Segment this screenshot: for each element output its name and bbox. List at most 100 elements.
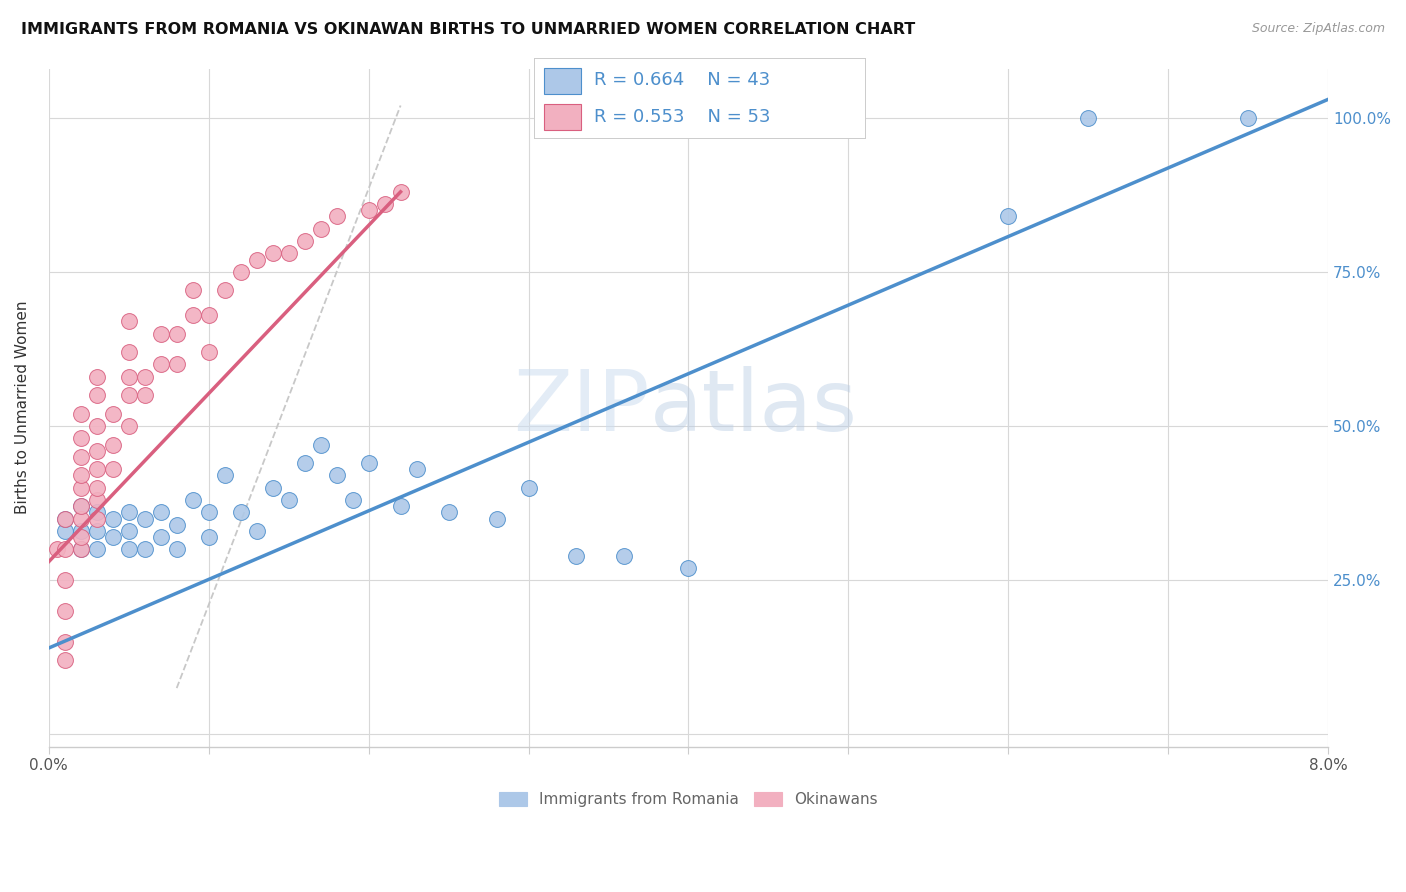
Text: IMMIGRANTS FROM ROMANIA VS OKINAWAN BIRTHS TO UNMARRIED WOMEN CORRELATION CHART: IMMIGRANTS FROM ROMANIA VS OKINAWAN BIRT… [21, 22, 915, 37]
Point [997, 210, 1019, 224]
Point [214, 468, 236, 483]
Point [69, 530, 91, 544]
Point [181, 308, 204, 322]
Point [166, 542, 188, 557]
Point [86, 462, 108, 476]
Point [374, 197, 396, 211]
Text: R = 0.553    N = 53: R = 0.553 N = 53 [593, 108, 770, 126]
Point [342, 493, 364, 508]
Point [69, 481, 91, 495]
Point [405, 462, 427, 476]
Point [181, 284, 204, 298]
FancyBboxPatch shape [544, 103, 581, 130]
Point [197, 345, 219, 359]
Point [294, 456, 316, 470]
Point [53, 653, 76, 667]
Point [118, 314, 141, 328]
Point [357, 203, 380, 218]
Point [69, 450, 91, 464]
Point [678, 561, 700, 575]
Point [149, 358, 172, 372]
Point [197, 530, 219, 544]
Point [166, 326, 188, 341]
Point [389, 500, 412, 514]
Point [149, 530, 172, 544]
Point [229, 505, 252, 519]
Point [86, 511, 108, 525]
Point [118, 369, 141, 384]
Point [101, 407, 124, 421]
Point [118, 388, 141, 402]
Point [53, 511, 76, 525]
Point [101, 437, 124, 451]
Point [485, 511, 508, 525]
Point [69, 542, 91, 557]
Point [45, 542, 67, 557]
Point [149, 505, 172, 519]
Point [69, 524, 91, 538]
Point [134, 388, 156, 402]
Point [53, 573, 76, 587]
Point [101, 530, 124, 544]
Point [294, 234, 316, 248]
Text: R = 0.664    N = 43: R = 0.664 N = 43 [593, 71, 770, 89]
Point [69, 431, 91, 445]
Point [309, 222, 332, 236]
Point [1077, 111, 1099, 125]
Point [53, 635, 76, 649]
FancyBboxPatch shape [544, 68, 581, 95]
Point [437, 505, 460, 519]
Point [86, 493, 108, 508]
Point [309, 437, 332, 451]
Point [69, 407, 91, 421]
Text: atlas: atlas [650, 366, 858, 449]
Point [134, 542, 156, 557]
Point [69, 500, 91, 514]
Point [277, 246, 299, 260]
Point [1237, 111, 1260, 125]
Point [86, 369, 108, 384]
Point [166, 358, 188, 372]
Point [325, 468, 347, 483]
Point [565, 549, 588, 563]
Point [246, 524, 269, 538]
Point [118, 505, 141, 519]
Point [86, 524, 108, 538]
Point [118, 524, 141, 538]
Point [166, 517, 188, 532]
Point [181, 493, 204, 508]
Point [197, 308, 219, 322]
Y-axis label: Births to Unmarried Women: Births to Unmarried Women [15, 301, 30, 515]
Point [197, 505, 219, 519]
Point [101, 462, 124, 476]
Point [69, 542, 91, 557]
Point [517, 481, 540, 495]
Point [262, 246, 284, 260]
Point [69, 511, 91, 525]
Text: Source: ZipAtlas.com: Source: ZipAtlas.com [1251, 22, 1385, 36]
Point [357, 456, 380, 470]
Point [277, 493, 299, 508]
Point [325, 210, 347, 224]
Point [214, 284, 236, 298]
Point [53, 542, 76, 557]
Point [118, 419, 141, 434]
Point [86, 388, 108, 402]
Point [389, 185, 412, 199]
Point [53, 604, 76, 618]
Point [53, 511, 76, 525]
Point [149, 326, 172, 341]
Point [118, 542, 141, 557]
Point [86, 443, 108, 458]
Point [262, 481, 284, 495]
Point [134, 511, 156, 525]
Point [101, 511, 124, 525]
Point [69, 500, 91, 514]
Point [53, 524, 76, 538]
Point [86, 481, 108, 495]
Point [229, 265, 252, 279]
Point [246, 252, 269, 267]
Legend: Immigrants from Romania, Okinawans: Immigrants from Romania, Okinawans [494, 787, 883, 814]
Text: ZIP: ZIP [513, 366, 650, 449]
Point [86, 419, 108, 434]
